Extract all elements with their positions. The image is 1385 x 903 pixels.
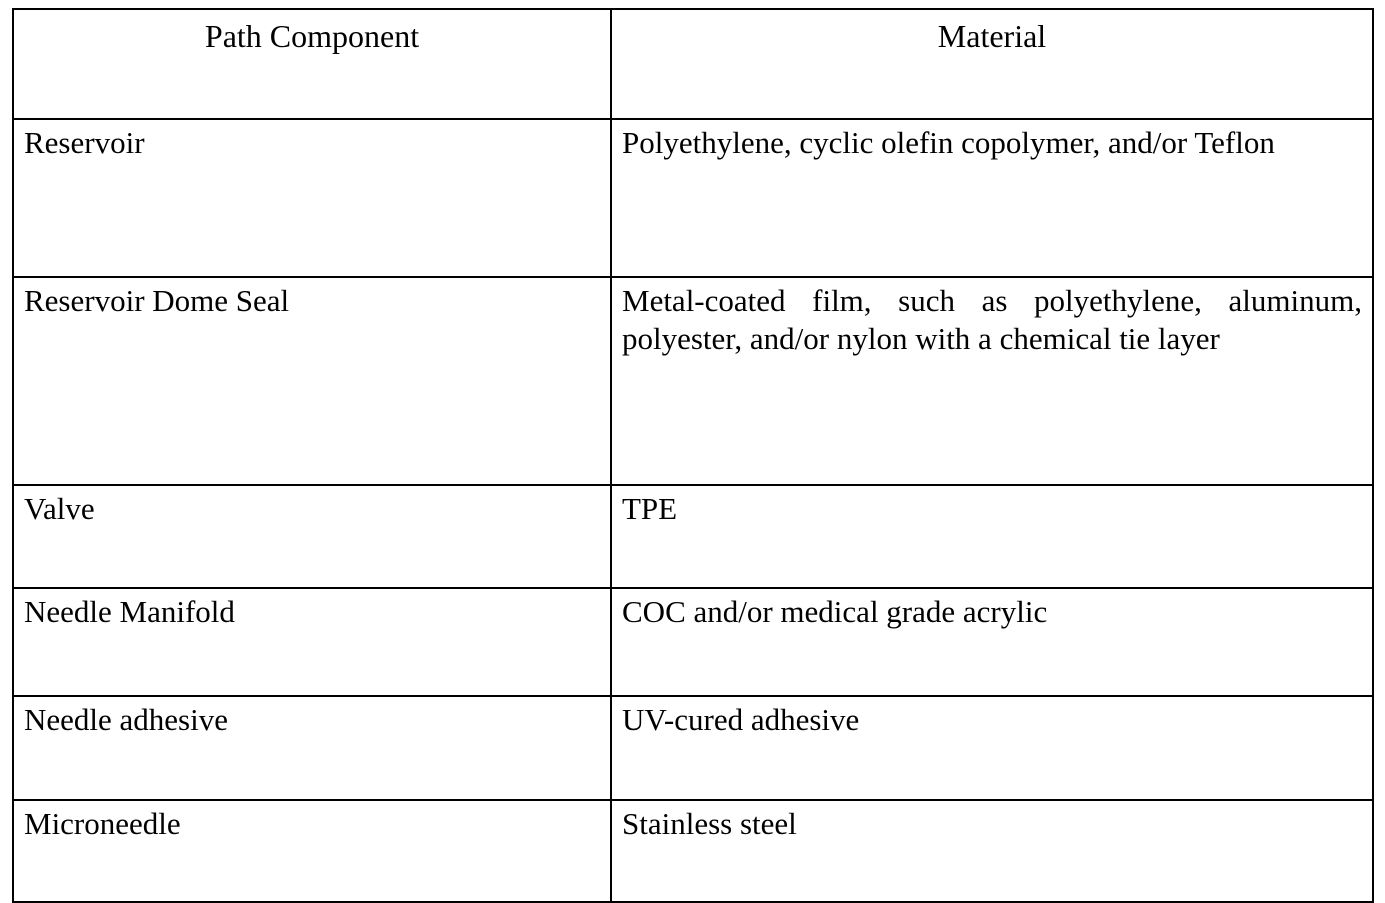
cell-material: Polyethylene, cyclic olefin copolymer, a… xyxy=(611,119,1373,277)
cell-material: Stainless steel xyxy=(611,800,1373,902)
column-header-material: Material xyxy=(611,9,1373,119)
table-row: Valve TPE xyxy=(13,485,1373,588)
cell-material: TPE xyxy=(611,485,1373,588)
table-row: Needle Manifold COC and/or medical grade… xyxy=(13,588,1373,696)
path-component-material-table: Path Component Material Reservoir Polyet… xyxy=(12,8,1374,903)
table-row: Reservoir Dome Seal Metal-coated film, s… xyxy=(13,277,1373,485)
cell-path-component: Reservoir xyxy=(13,119,611,277)
column-header-path-component: Path Component xyxy=(13,9,611,119)
cell-path-component: Needle Manifold xyxy=(13,588,611,696)
cell-material: COC and/or medical grade acrylic xyxy=(611,588,1373,696)
table-header: Path Component Material xyxy=(13,9,1373,119)
table-body: Reservoir Polyethylene, cyclic olefin co… xyxy=(13,119,1373,902)
cell-path-component: Needle adhesive xyxy=(13,696,611,800)
cell-material: Metal-coated film, such as polyethylene,… xyxy=(611,277,1373,485)
table-row: Needle adhesive UV-cured adhesive xyxy=(13,696,1373,800)
table-row: Microneedle Stainless steel xyxy=(13,800,1373,902)
cell-path-component: Reservoir Dome Seal xyxy=(13,277,611,485)
table-row: Reservoir Polyethylene, cyclic olefin co… xyxy=(13,119,1373,277)
cell-path-component: Microneedle xyxy=(13,800,611,902)
materials-table-container: Path Component Material Reservoir Polyet… xyxy=(12,8,1372,850)
cell-material: UV-cured adhesive xyxy=(611,696,1373,800)
cell-path-component: Valve xyxy=(13,485,611,588)
table-header-row: Path Component Material xyxy=(13,9,1373,119)
